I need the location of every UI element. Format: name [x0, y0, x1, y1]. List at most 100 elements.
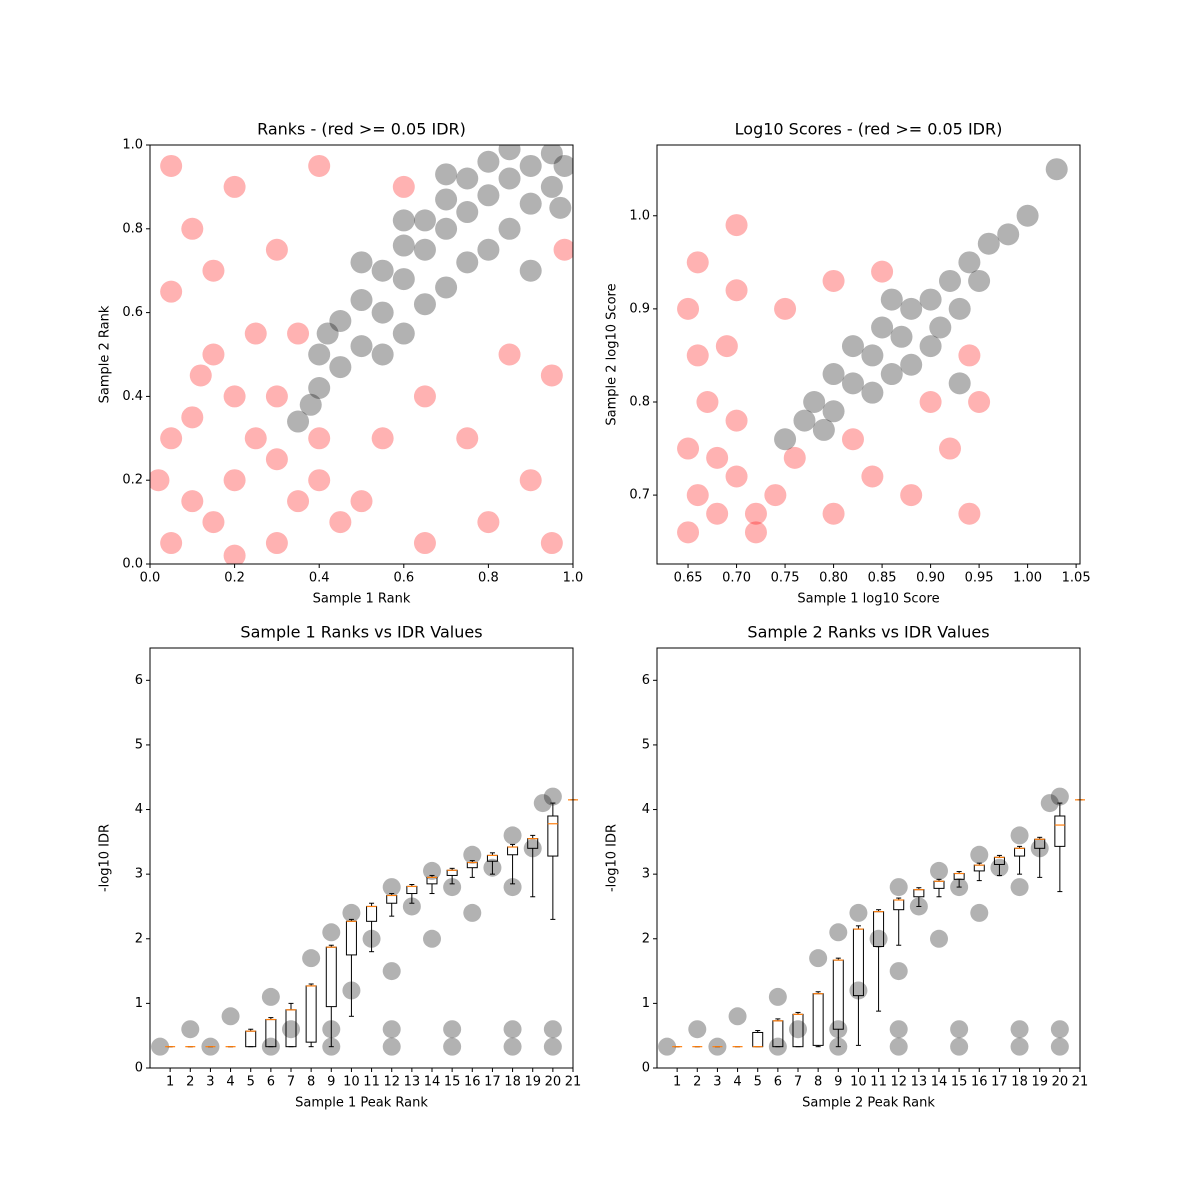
- point: [477, 238, 500, 261]
- y-tick-label: 0.9: [629, 301, 650, 316]
- x-tick-label: 10: [850, 1075, 867, 1090]
- x-tick-label: 16: [971, 1075, 988, 1090]
- axes-frame: [656, 647, 1081, 1069]
- point: [371, 301, 394, 324]
- point: [677, 297, 700, 320]
- x-tick-label: 0.85: [868, 571, 897, 586]
- point: [371, 259, 394, 282]
- point: [841, 428, 864, 451]
- axes-frame: [149, 647, 574, 1069]
- point: [686, 251, 709, 274]
- point: [696, 390, 719, 413]
- x-tick-label: 12: [890, 1075, 907, 1090]
- point: [938, 437, 961, 460]
- plot-area: [150, 145, 573, 564]
- point: [181, 217, 204, 240]
- point: [392, 234, 415, 257]
- box: [1014, 847, 1026, 857]
- point: [299, 393, 322, 416]
- point: [968, 390, 991, 413]
- point: [329, 511, 352, 534]
- x-tick-label: 11: [363, 1075, 380, 1090]
- y-tick-label: 0.8: [122, 221, 143, 236]
- point: [371, 343, 394, 366]
- point: [686, 484, 709, 507]
- point: [930, 861, 948, 880]
- point: [744, 521, 767, 544]
- point: [423, 929, 441, 948]
- point: [392, 175, 415, 198]
- y-tick-label: 5: [135, 737, 143, 752]
- point: [382, 962, 401, 981]
- point: [160, 532, 183, 555]
- x-tick-label: 6: [774, 1075, 782, 1090]
- point: [768, 987, 787, 1006]
- x-tick-label: 0.95: [965, 571, 994, 586]
- x-tick-label: 17: [991, 1075, 1008, 1090]
- box: [933, 880, 945, 889]
- axes-frame: [656, 144, 1081, 565]
- x-tick-label: 2: [186, 1075, 194, 1090]
- x-tick-label: 14: [424, 1075, 441, 1090]
- point: [889, 962, 908, 981]
- point: [287, 322, 310, 345]
- point: [413, 293, 436, 316]
- y-tick-label: 0.2: [122, 473, 143, 488]
- box: [406, 885, 418, 895]
- panel: 1 2 3 4 5 6 7 8 9 10 11 12 13 14 15 16 17 18 19 20 210123456…: [98, 623, 582, 1111]
- point: [948, 372, 971, 395]
- y-tick-label: 1.0: [122, 138, 143, 153]
- panel: 0.0 0.2 0.4 0.6 0.8 1.0 0.0 0.2 0.4 0.6 0.8 1.0 Rank…: [98, 120, 584, 607]
- point: [413, 385, 436, 408]
- box: [752, 1031, 764, 1048]
- point: [968, 269, 991, 292]
- x-tick-label: 20: [1052, 1075, 1069, 1090]
- point: [849, 903, 868, 922]
- point: [350, 289, 373, 312]
- point: [900, 297, 923, 320]
- x-tick-label: 0.0: [140, 571, 161, 586]
- point: [151, 1037, 170, 1056]
- point: [435, 188, 458, 211]
- y-tick-label: 1: [135, 996, 143, 1011]
- point: [822, 363, 845, 386]
- y-tick-label: 0.0: [122, 557, 143, 572]
- point: [1010, 878, 1029, 897]
- point: [392, 322, 415, 345]
- y-tick-label: 3: [642, 867, 650, 882]
- point: [443, 1020, 462, 1039]
- point: [342, 903, 361, 922]
- point: [477, 511, 500, 534]
- point: [658, 1037, 677, 1056]
- x-tick-label: 0.4: [309, 571, 330, 586]
- point: [322, 923, 341, 942]
- box: [345, 920, 357, 956]
- point: [1050, 1020, 1069, 1039]
- point: [223, 175, 246, 198]
- x-tick-label: 0.8: [478, 571, 499, 586]
- point: [503, 1037, 522, 1056]
- point: [677, 521, 700, 544]
- point: [686, 344, 709, 367]
- chart-title: Ranks - (red >= 0.05 IDR): [257, 120, 466, 139]
- point: [841, 335, 864, 358]
- point: [392, 268, 415, 291]
- point: [302, 949, 321, 968]
- point: [958, 502, 981, 525]
- y-tick-label: 0.8: [629, 394, 650, 409]
- point: [202, 511, 225, 534]
- point: [543, 1037, 562, 1056]
- point: [871, 316, 894, 339]
- point: [265, 532, 288, 555]
- point: [889, 878, 908, 897]
- point: [282, 1020, 300, 1039]
- point: [889, 1037, 908, 1056]
- y-axis-label: -log10 IDR: [605, 824, 620, 892]
- point: [308, 377, 331, 400]
- chart-title: Sample 1 Ranks vs IDR Values: [240, 623, 482, 642]
- point: [543, 1020, 562, 1039]
- point: [519, 192, 542, 215]
- point: [308, 469, 331, 492]
- x-tick-label: 21: [565, 1075, 582, 1090]
- x-axis-label: Sample 1 Rank: [313, 592, 411, 607]
